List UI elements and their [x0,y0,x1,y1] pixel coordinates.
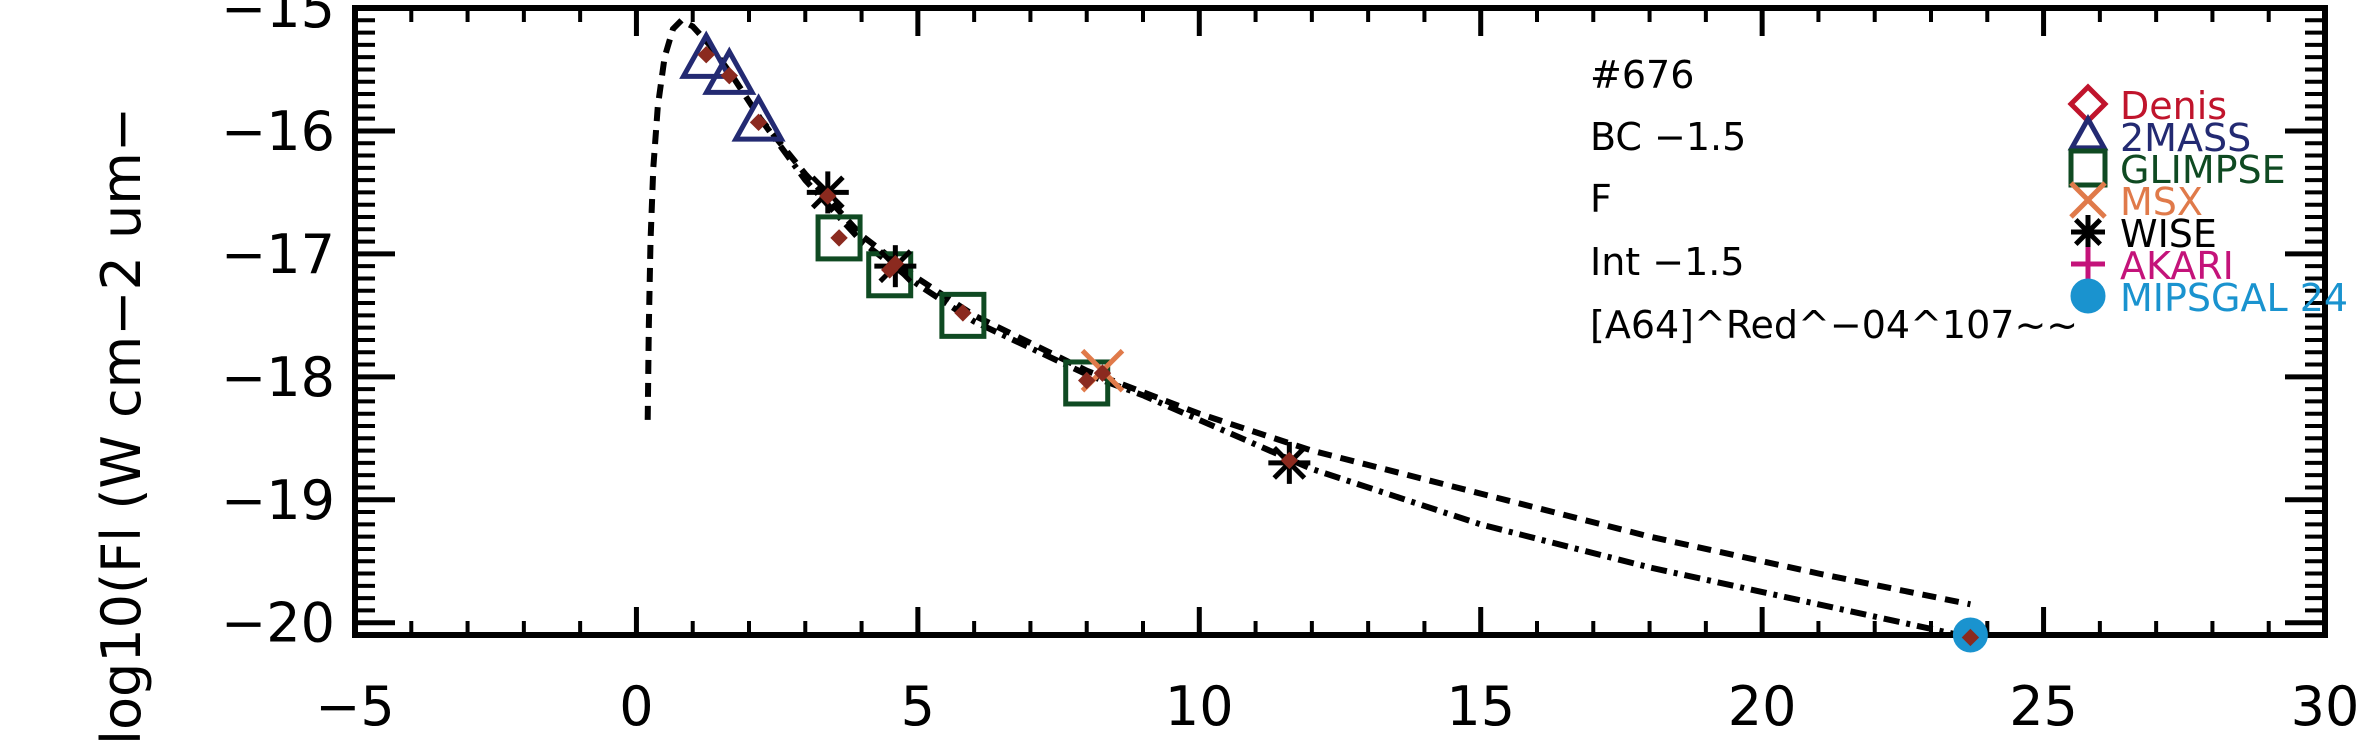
data-point-model [1280,451,1299,470]
data-point-model [954,304,972,322]
legend-label-glimpse: GLIMPSE [2120,148,2286,192]
legend-marker-msx [2069,181,2107,219]
data-point-2mass [679,30,734,79]
y-tick-label: −20 [221,592,335,655]
x-tick-label: 15 [1446,675,1515,738]
x-tick-label: 25 [2009,675,2078,738]
model-line-dashdot [757,116,1972,641]
y-tick-label: −16 [221,100,335,163]
data-point-glimpse [815,214,863,262]
legend-label-akari: AKARI [2120,244,2234,288]
legend-marker-akari [2071,247,2105,281]
y-tick-label: −17 [221,223,335,286]
plot-axes [352,5,2328,638]
annotation-name: [A64]^Red^−04^107~~ [1590,303,2078,347]
data-point-glimpse [866,251,914,299]
data-point-model [1078,371,1096,390]
data-point-2mass [731,93,786,142]
data-points [679,30,1988,653]
legend-label-msx: MSX [2120,180,2203,224]
axis-ticks: −5 0 5 10 15 20 25 30 −15 −16 −17 −18 −19 −20 [221,0,2359,738]
x-tick-label: 30 [2291,675,2360,738]
legend-label-2mass: 2MASS [2120,116,2251,160]
plot-frame [352,5,2328,638]
data-point-model [819,187,837,205]
legend-label-denis: Denis [2120,84,2227,128]
annotation-bc: BC −1.5 [1590,115,1746,159]
y-tick-label: −15 [221,0,335,40]
data-point-glimpse [939,291,987,339]
data-point-model [749,113,768,132]
x-tick-label: 10 [1165,675,1234,738]
x-tick-label: 0 [619,675,653,738]
y-tick-label: −19 [221,469,335,532]
data-point-model [697,46,715,64]
x-tick-label: 20 [1728,675,1797,738]
y-axis-label: log10(Fl (W cm−2 um− [90,107,153,745]
x-tick-label: −5 [315,675,395,738]
annotation-int: Int −1.5 [1590,240,1745,284]
data-point-model [886,255,905,273]
x-tick-label: 5 [901,675,935,738]
data-point-model [1093,364,1112,382]
legend-marker-wise [2071,215,2105,249]
y-tick-label: −18 [221,346,335,409]
data-point-2mass [702,46,757,95]
legend-label-mipsgal-24: MIPSGAL 24 [2120,276,2348,320]
data-point-model [1961,628,1980,647]
legend-marker-mipsgal-24 [2070,278,2106,314]
data-point-model [720,66,739,85]
annotation-block: #676 BC −1.5 F Int −1.5 [A64]^Red^−04^10… [1590,53,2078,347]
annotation-class: F [1590,177,1612,221]
legend-label-wise: WISE [2120,212,2217,256]
legend-marker-2mass [2067,113,2109,151]
legend-marker-glimpse [2068,148,2108,188]
data-point-glimpse [1063,359,1111,407]
data-point-model [830,229,848,247]
annotation-id: #676 [1590,53,1694,97]
